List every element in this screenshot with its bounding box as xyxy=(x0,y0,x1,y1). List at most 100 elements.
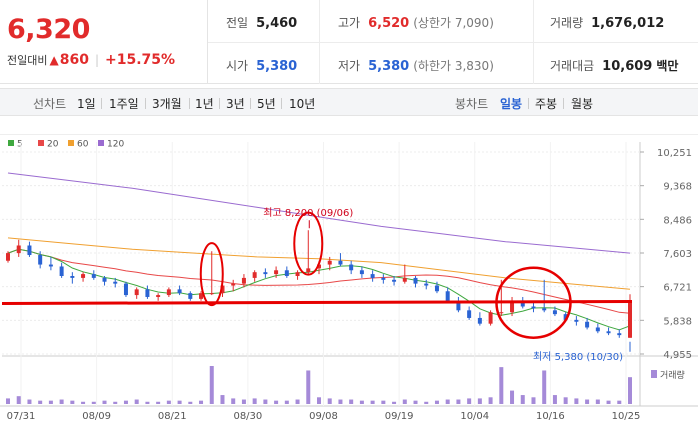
volume-bar xyxy=(6,398,10,404)
volume-bar xyxy=(231,398,236,404)
candle-body xyxy=(338,260,343,265)
low-value: 5,380 xyxy=(368,59,410,74)
volume-bar xyxy=(145,401,150,404)
legend-label-20: 20 xyxy=(47,140,59,150)
x-tick-label: 10/16 xyxy=(536,411,565,422)
candle-body xyxy=(434,285,439,292)
change-value: 860 xyxy=(59,52,89,68)
tab-1year[interactable]: 1년 xyxy=(195,97,214,111)
volume-bar xyxy=(552,395,557,404)
volume-bar xyxy=(392,401,397,404)
volume-bar xyxy=(606,400,611,404)
candle-body xyxy=(231,283,236,286)
high-value: 6,520 xyxy=(368,16,410,31)
highlight-circle-3 xyxy=(495,266,572,339)
x-tick-label: 08/30 xyxy=(233,411,262,422)
candle-body xyxy=(177,289,182,294)
volume-bar xyxy=(241,399,246,404)
tab-3month[interactable]: 3개월 xyxy=(152,97,182,111)
candle-body xyxy=(349,264,354,271)
volume-bar xyxy=(134,399,139,404)
volume-bar xyxy=(359,400,364,404)
line-chart-label: 선차트 xyxy=(33,97,67,111)
low-info: 저가 5,380 (하한가 3,830) xyxy=(338,59,494,74)
volume-bar xyxy=(424,401,429,404)
volume-legend-swatch xyxy=(651,370,657,378)
candle-body xyxy=(306,268,311,273)
candle-body xyxy=(370,274,375,278)
candle-body xyxy=(424,283,429,286)
tab-monthly-candle[interactable]: 월봉 xyxy=(571,97,594,111)
volume-bar xyxy=(542,370,547,404)
tab-5year[interactable]: 5년 xyxy=(257,97,276,111)
volume-bar xyxy=(317,397,321,404)
candle-body xyxy=(563,314,568,320)
candle-body xyxy=(27,245,32,256)
candle-body xyxy=(188,293,193,299)
candle-body xyxy=(59,266,64,276)
candle-body xyxy=(263,272,268,275)
volume-bar xyxy=(16,396,21,404)
volume-bar xyxy=(434,400,439,404)
y-tick-label: 5,838 xyxy=(663,316,692,327)
tab-weekly-candle[interactable]: 주봉 xyxy=(535,97,558,111)
volume-bar xyxy=(70,400,75,404)
trade-amount-info: 거래대금 10,609 백만 xyxy=(550,59,679,74)
volume-bar xyxy=(177,400,182,404)
volume-bar xyxy=(595,399,600,404)
chart-period-tabs: 선차트 1일 1주일 3개월 1년 3년 5년 10년 봉차트 일봉 주봉 월봉 xyxy=(0,88,698,116)
legend-swatch-120 xyxy=(98,140,104,146)
volume-bar xyxy=(306,370,311,404)
volume-bar xyxy=(295,399,300,404)
candle-body xyxy=(327,260,332,265)
candle-body xyxy=(6,253,10,261)
volume-bar xyxy=(48,400,53,404)
candle-body xyxy=(628,301,632,338)
tab-daily-candle[interactable]: 일봉 xyxy=(500,97,523,111)
volume-bar xyxy=(349,399,354,404)
volume-bar xyxy=(563,397,568,404)
stock-chart-area: 5 20 60 120 10,251 9,368 8,486 7,603 6,721 5,838 4… xyxy=(0,133,698,446)
tab-3year[interactable]: 3년 xyxy=(226,97,245,111)
volume-bar xyxy=(531,397,536,404)
volume-bar xyxy=(123,400,128,404)
candle-body xyxy=(113,281,118,284)
volume-bar xyxy=(27,399,32,404)
candle-body xyxy=(595,327,600,332)
ma20-line xyxy=(7,248,631,314)
x-tick-label: 09/08 xyxy=(309,411,338,422)
candle-body xyxy=(209,293,214,295)
volume-bar xyxy=(467,398,472,404)
volume-bar xyxy=(91,401,96,404)
candle-body xyxy=(402,277,407,282)
info-divider-vertical-1 xyxy=(319,0,320,84)
candle-chart-label: 봉차트 xyxy=(455,97,489,111)
prev-close-value: 5,460 xyxy=(256,16,298,31)
volume-bar xyxy=(617,400,622,404)
legend-swatch-5 xyxy=(8,140,14,146)
candle-body xyxy=(574,319,579,322)
y-tick-label: 9,368 xyxy=(663,182,692,193)
volume-bar xyxy=(381,400,386,404)
high-annotation: 최고 8,200 (09/06) xyxy=(263,207,353,219)
upper-limit: (상한가 7,090) xyxy=(413,16,494,30)
candle-body xyxy=(413,277,418,284)
candle-body xyxy=(606,331,611,334)
x-tick-label: 08/09 xyxy=(82,411,111,422)
candle-body xyxy=(16,245,21,254)
x-tick-label: 09/19 xyxy=(385,411,414,422)
highlight-circle-1 xyxy=(199,242,224,307)
volume-bar xyxy=(81,401,86,404)
candle-body xyxy=(381,277,386,280)
tab-10year[interactable]: 10년 xyxy=(289,97,316,111)
candle-body xyxy=(520,300,525,307)
candle-body xyxy=(199,293,204,299)
tab-1day[interactable]: 1일 xyxy=(77,97,96,111)
y-tick-label: 10,251 xyxy=(657,148,692,159)
volume-bar xyxy=(488,397,493,404)
candle-body xyxy=(392,279,397,282)
change-label: 전일대비 xyxy=(7,54,48,67)
tab-1week[interactable]: 1주일 xyxy=(109,97,139,111)
x-tick-label: 08/21 xyxy=(158,411,187,422)
current-price: 6,320 xyxy=(7,14,90,45)
